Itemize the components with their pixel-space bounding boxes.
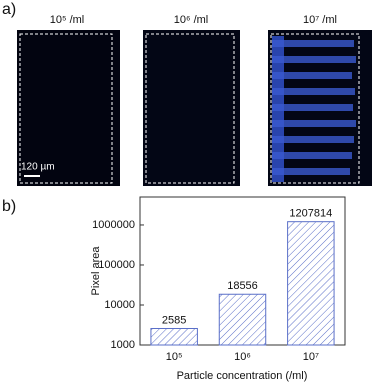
panel-label: a) <box>2 1 16 18</box>
x-tick-label: 10⁵ <box>166 351 183 363</box>
scale-bar-label: 120 µm <box>21 162 55 173</box>
panel-label: b) <box>2 198 16 215</box>
image-label: 10⁷ /ml <box>303 14 337 26</box>
value-label: 2585 <box>162 314 186 326</box>
value-label: 1207814 <box>289 208 332 220</box>
image-label: 10⁶ /ml <box>174 14 208 26</box>
x-tick-label: 10⁶ <box>234 351 251 363</box>
image-label: 10⁵ /ml <box>50 14 85 26</box>
y-tick-label: 100000 <box>98 259 135 271</box>
bar <box>287 221 335 346</box>
micrograph: 120 µm <box>17 30 120 186</box>
micrograph <box>143 30 240 186</box>
x-tick-label: 10⁷ <box>303 351 319 363</box>
micrograph <box>268 30 372 186</box>
x-axis-label: Particle concentration (/ml) <box>177 370 308 382</box>
y-tick-label: 1000000 <box>92 219 135 231</box>
y-tick-label: 1000 <box>111 339 135 351</box>
bar <box>218 293 267 346</box>
y-tick-label: 10000 <box>104 299 135 311</box>
value-label: 18556 <box>227 280 258 292</box>
y-axis-label: Pixel area <box>90 246 102 296</box>
bar <box>150 327 198 346</box>
